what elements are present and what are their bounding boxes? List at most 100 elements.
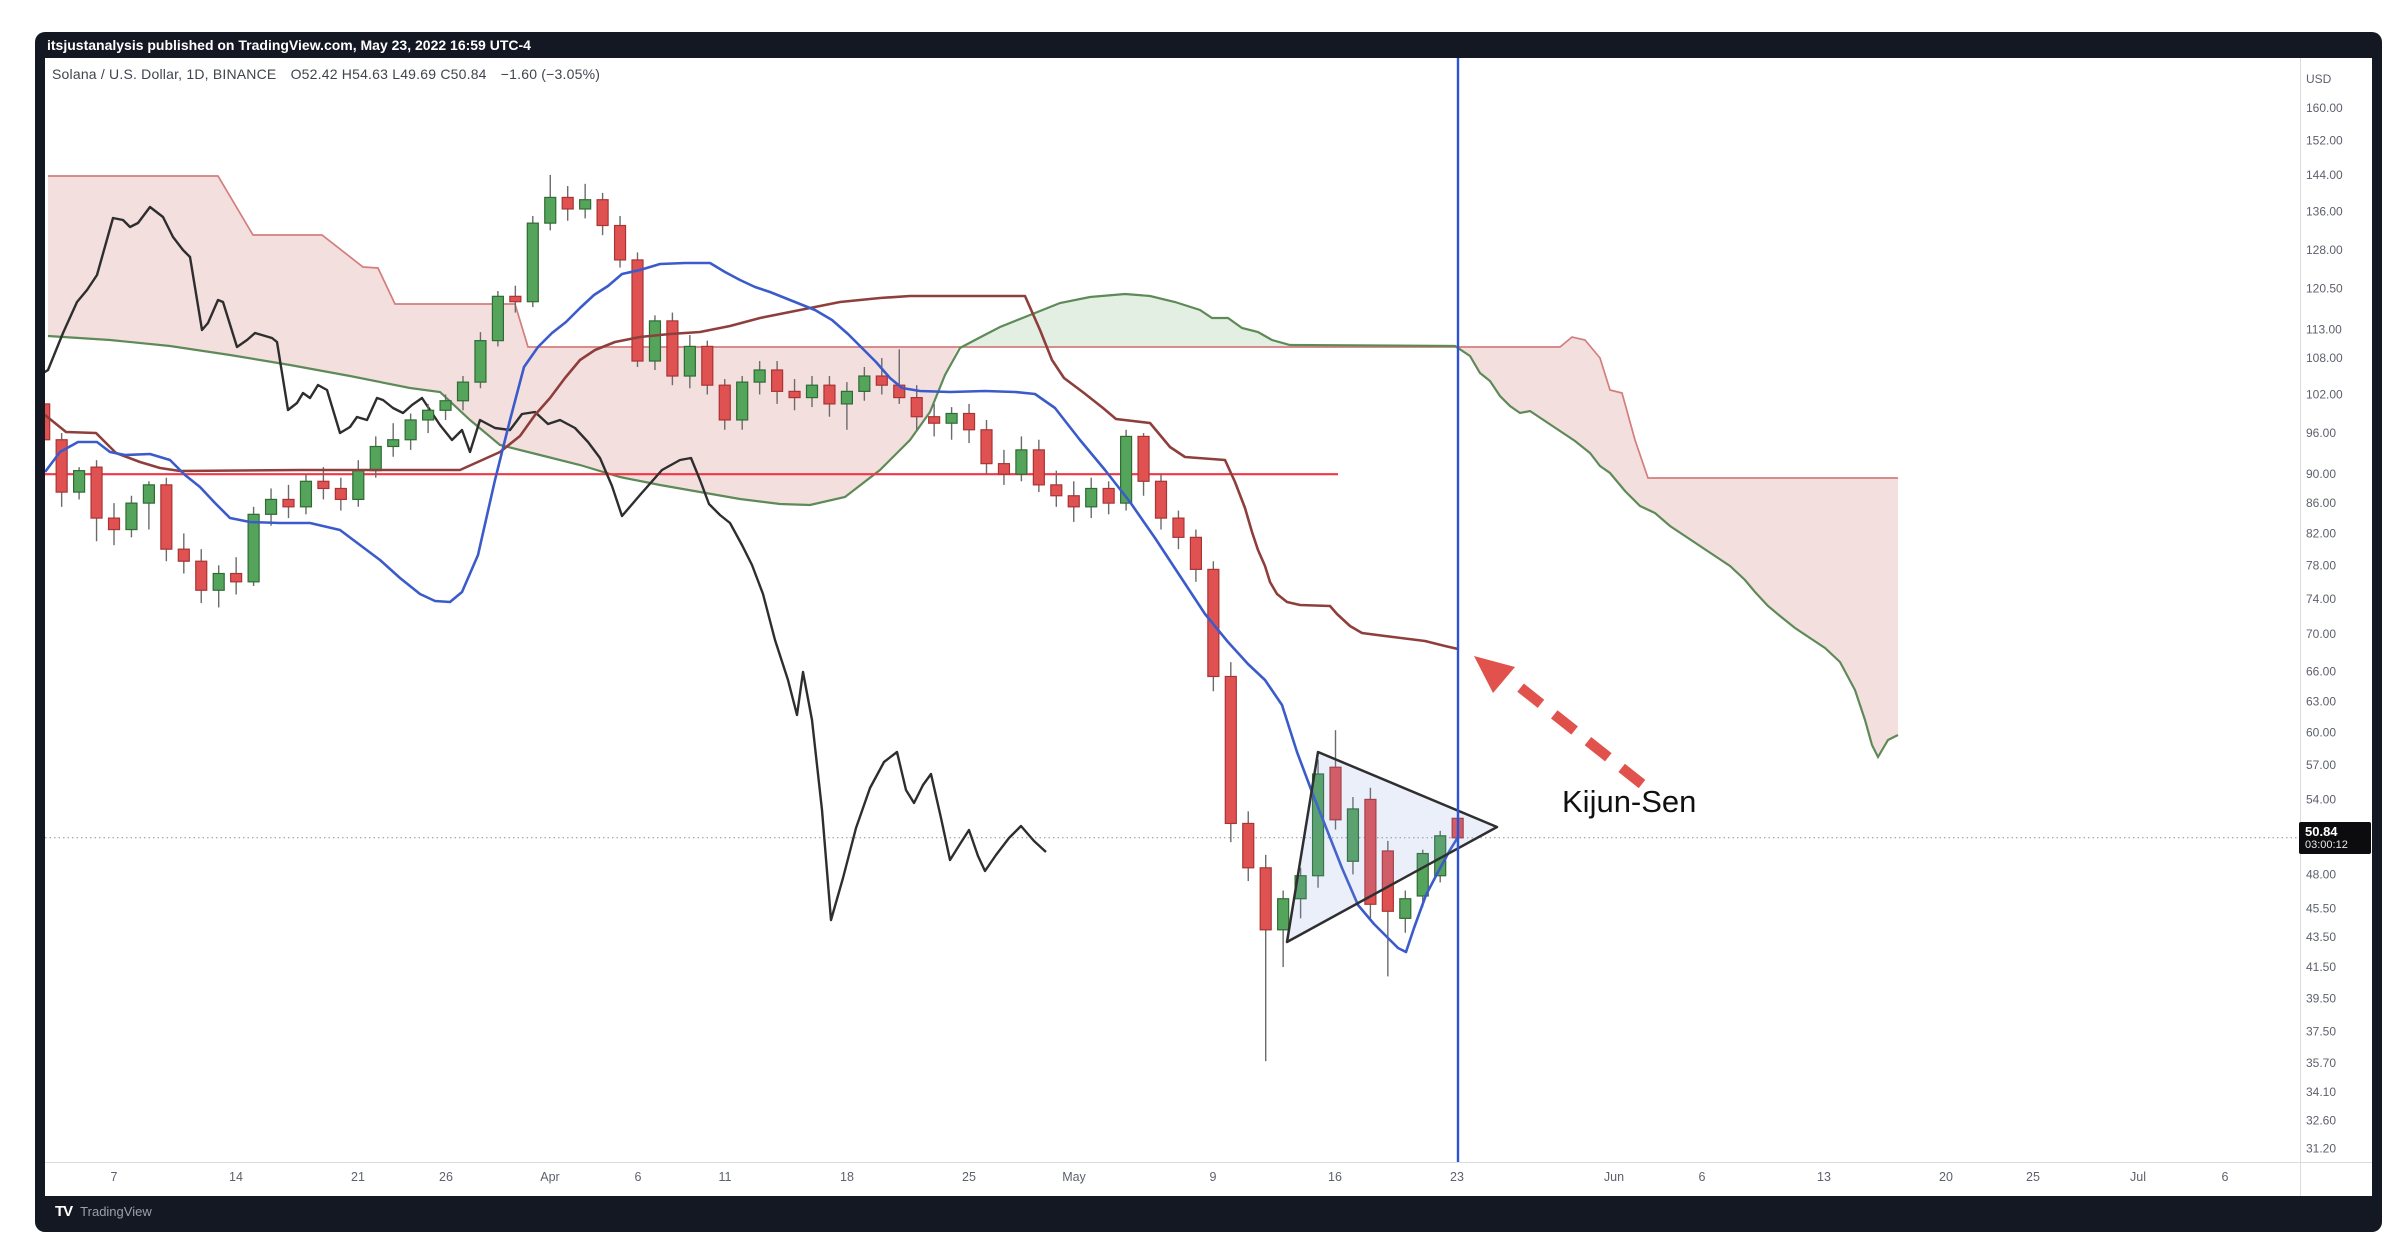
price-tick: 66.00	[2306, 665, 2336, 679]
candle-body	[1381, 850, 1394, 912]
candle-body	[823, 384, 836, 405]
candle-body	[1119, 435, 1133, 504]
time-tick: Jun	[1604, 1170, 1624, 1184]
candle-body	[230, 572, 243, 583]
candle-body	[142, 484, 155, 504]
price-tick: 128.00	[2306, 243, 2343, 257]
candle-body	[753, 369, 766, 383]
candle-body	[107, 517, 121, 531]
candle-body	[666, 320, 679, 377]
candle-body	[788, 390, 801, 399]
candle-body	[910, 397, 923, 418]
candle-body	[683, 345, 696, 377]
candle-body	[1416, 852, 1429, 897]
time-tick: May	[1062, 1170, 1086, 1184]
price-tick: 48.00	[2306, 867, 2336, 881]
candle-body	[613, 224, 627, 261]
candle-body	[1242, 822, 1255, 869]
candle-body	[1067, 495, 1080, 508]
price-tick: 31.20	[2306, 1142, 2336, 1156]
candle-body	[1085, 487, 1098, 508]
symbol-title: Solana / U.S. Dollar, 1D, BINANCE	[52, 66, 277, 82]
candle-body	[1172, 517, 1185, 538]
candle-body	[369, 445, 382, 472]
candle-body	[875, 375, 888, 386]
candle-body	[1050, 484, 1063, 497]
candle-body	[1259, 867, 1272, 931]
time-tick: 21	[351, 1170, 365, 1184]
kumo-bearish-future	[1290, 337, 1898, 757]
price-tick: 63.00	[2306, 694, 2336, 708]
candle-body	[770, 369, 784, 392]
publish-bar: itsjustanalysis published on TradingView…	[35, 32, 2382, 58]
candle-body	[195, 560, 208, 591]
price-tick: 136.00	[2306, 204, 2343, 218]
candle-body	[1346, 808, 1360, 862]
price-tick: 60.00	[2306, 725, 2336, 739]
publish-text: itsjustanalysis published on TradingView…	[47, 37, 531, 53]
time-tick: 20	[1939, 1170, 1953, 1184]
price-tick: 35.70	[2306, 1056, 2336, 1070]
candle-body	[928, 416, 941, 424]
candle-body	[439, 400, 452, 411]
footer: TV TradingView	[45, 1196, 2372, 1226]
candle-body	[945, 412, 958, 424]
symbol-ohlc: O52.42 H54.63 L49.69 C50.84	[290, 66, 487, 82]
kijun-sen-annotation[interactable]: Kijun-Sen	[1562, 784, 1697, 819]
symbol-info[interactable]: Solana / U.S. Dollar, 1D, BINANCE O52.42…	[52, 66, 610, 82]
tradingview-brand[interactable]: TradingView	[80, 1203, 152, 1219]
candle-body	[264, 498, 278, 515]
price-tick: 108.00	[2306, 351, 2343, 365]
candle-body	[1364, 798, 1377, 905]
candle-body	[282, 498, 295, 508]
candle-body	[1399, 898, 1412, 919]
time-tick: 9	[1210, 1170, 1217, 1184]
price-tick: 82.00	[2306, 526, 2336, 540]
time-tick: 6	[1699, 1170, 1706, 1184]
time-tick: 6	[2222, 1170, 2229, 1184]
candle-body	[1311, 773, 1325, 877]
candle-body	[125, 502, 138, 531]
price-tick: 102.00	[2306, 387, 2343, 401]
candle-body	[1277, 898, 1290, 931]
candle-body	[422, 409, 435, 421]
candle-body	[387, 439, 400, 448]
last-price-value: 50.84	[2305, 823, 2338, 839]
time-tick: Jul	[2130, 1170, 2146, 1184]
candle-body	[718, 384, 731, 421]
price-axis[interactable]: 160.00 152.00 144.00 136.00 128.00 120.50 113.…	[2306, 101, 2343, 1156]
senkou_a-line	[47, 292, 1899, 760]
time-axis[interactable]: 7 14 21 26 Apr 6 11 18 25 May 9 16 23 Jun 6 13 20 25 Jul 6	[111, 1170, 2229, 1184]
candle-body	[1329, 766, 1342, 821]
time-tick: 25	[962, 1170, 976, 1184]
candle-body	[45, 403, 51, 441]
candle-body	[212, 572, 225, 591]
price-tick: 86.00	[2306, 496, 2336, 510]
price-tick: 120.50	[2306, 281, 2343, 295]
time-tick: 25	[2026, 1170, 2040, 1184]
kijun-arrow-shaft	[1512, 679, 1646, 789]
time-tick: 11	[719, 1170, 732, 1184]
tradingview-logo-icon[interactable]: TV	[55, 1202, 73, 1220]
candle-body	[352, 470, 365, 501]
price-tick: 32.60	[2306, 1114, 2336, 1128]
price-tick: 152.00	[2306, 133, 2343, 147]
price-axis-currency: USD	[2306, 72, 2332, 86]
candle-body	[736, 381, 749, 421]
time-tick: Apr	[540, 1170, 559, 1184]
candle-body	[980, 429, 993, 465]
tenkan_sen-line	[45, 261, 1460, 954]
candle-body	[1224, 675, 1237, 825]
price-tick: 37.50	[2306, 1025, 2336, 1039]
price-tick: 39.50	[2306, 991, 2336, 1005]
candle-body	[177, 548, 190, 562]
candle-body	[1032, 449, 1045, 486]
candle-body	[579, 199, 592, 210]
candle-body	[474, 340, 487, 383]
price-tick: 43.50	[2306, 930, 2336, 944]
candle-body	[962, 412, 976, 431]
candle-body	[404, 419, 417, 441]
last-price-label: 50.84 03:00:12	[2299, 821, 2371, 854]
candle-body	[1015, 449, 1028, 475]
